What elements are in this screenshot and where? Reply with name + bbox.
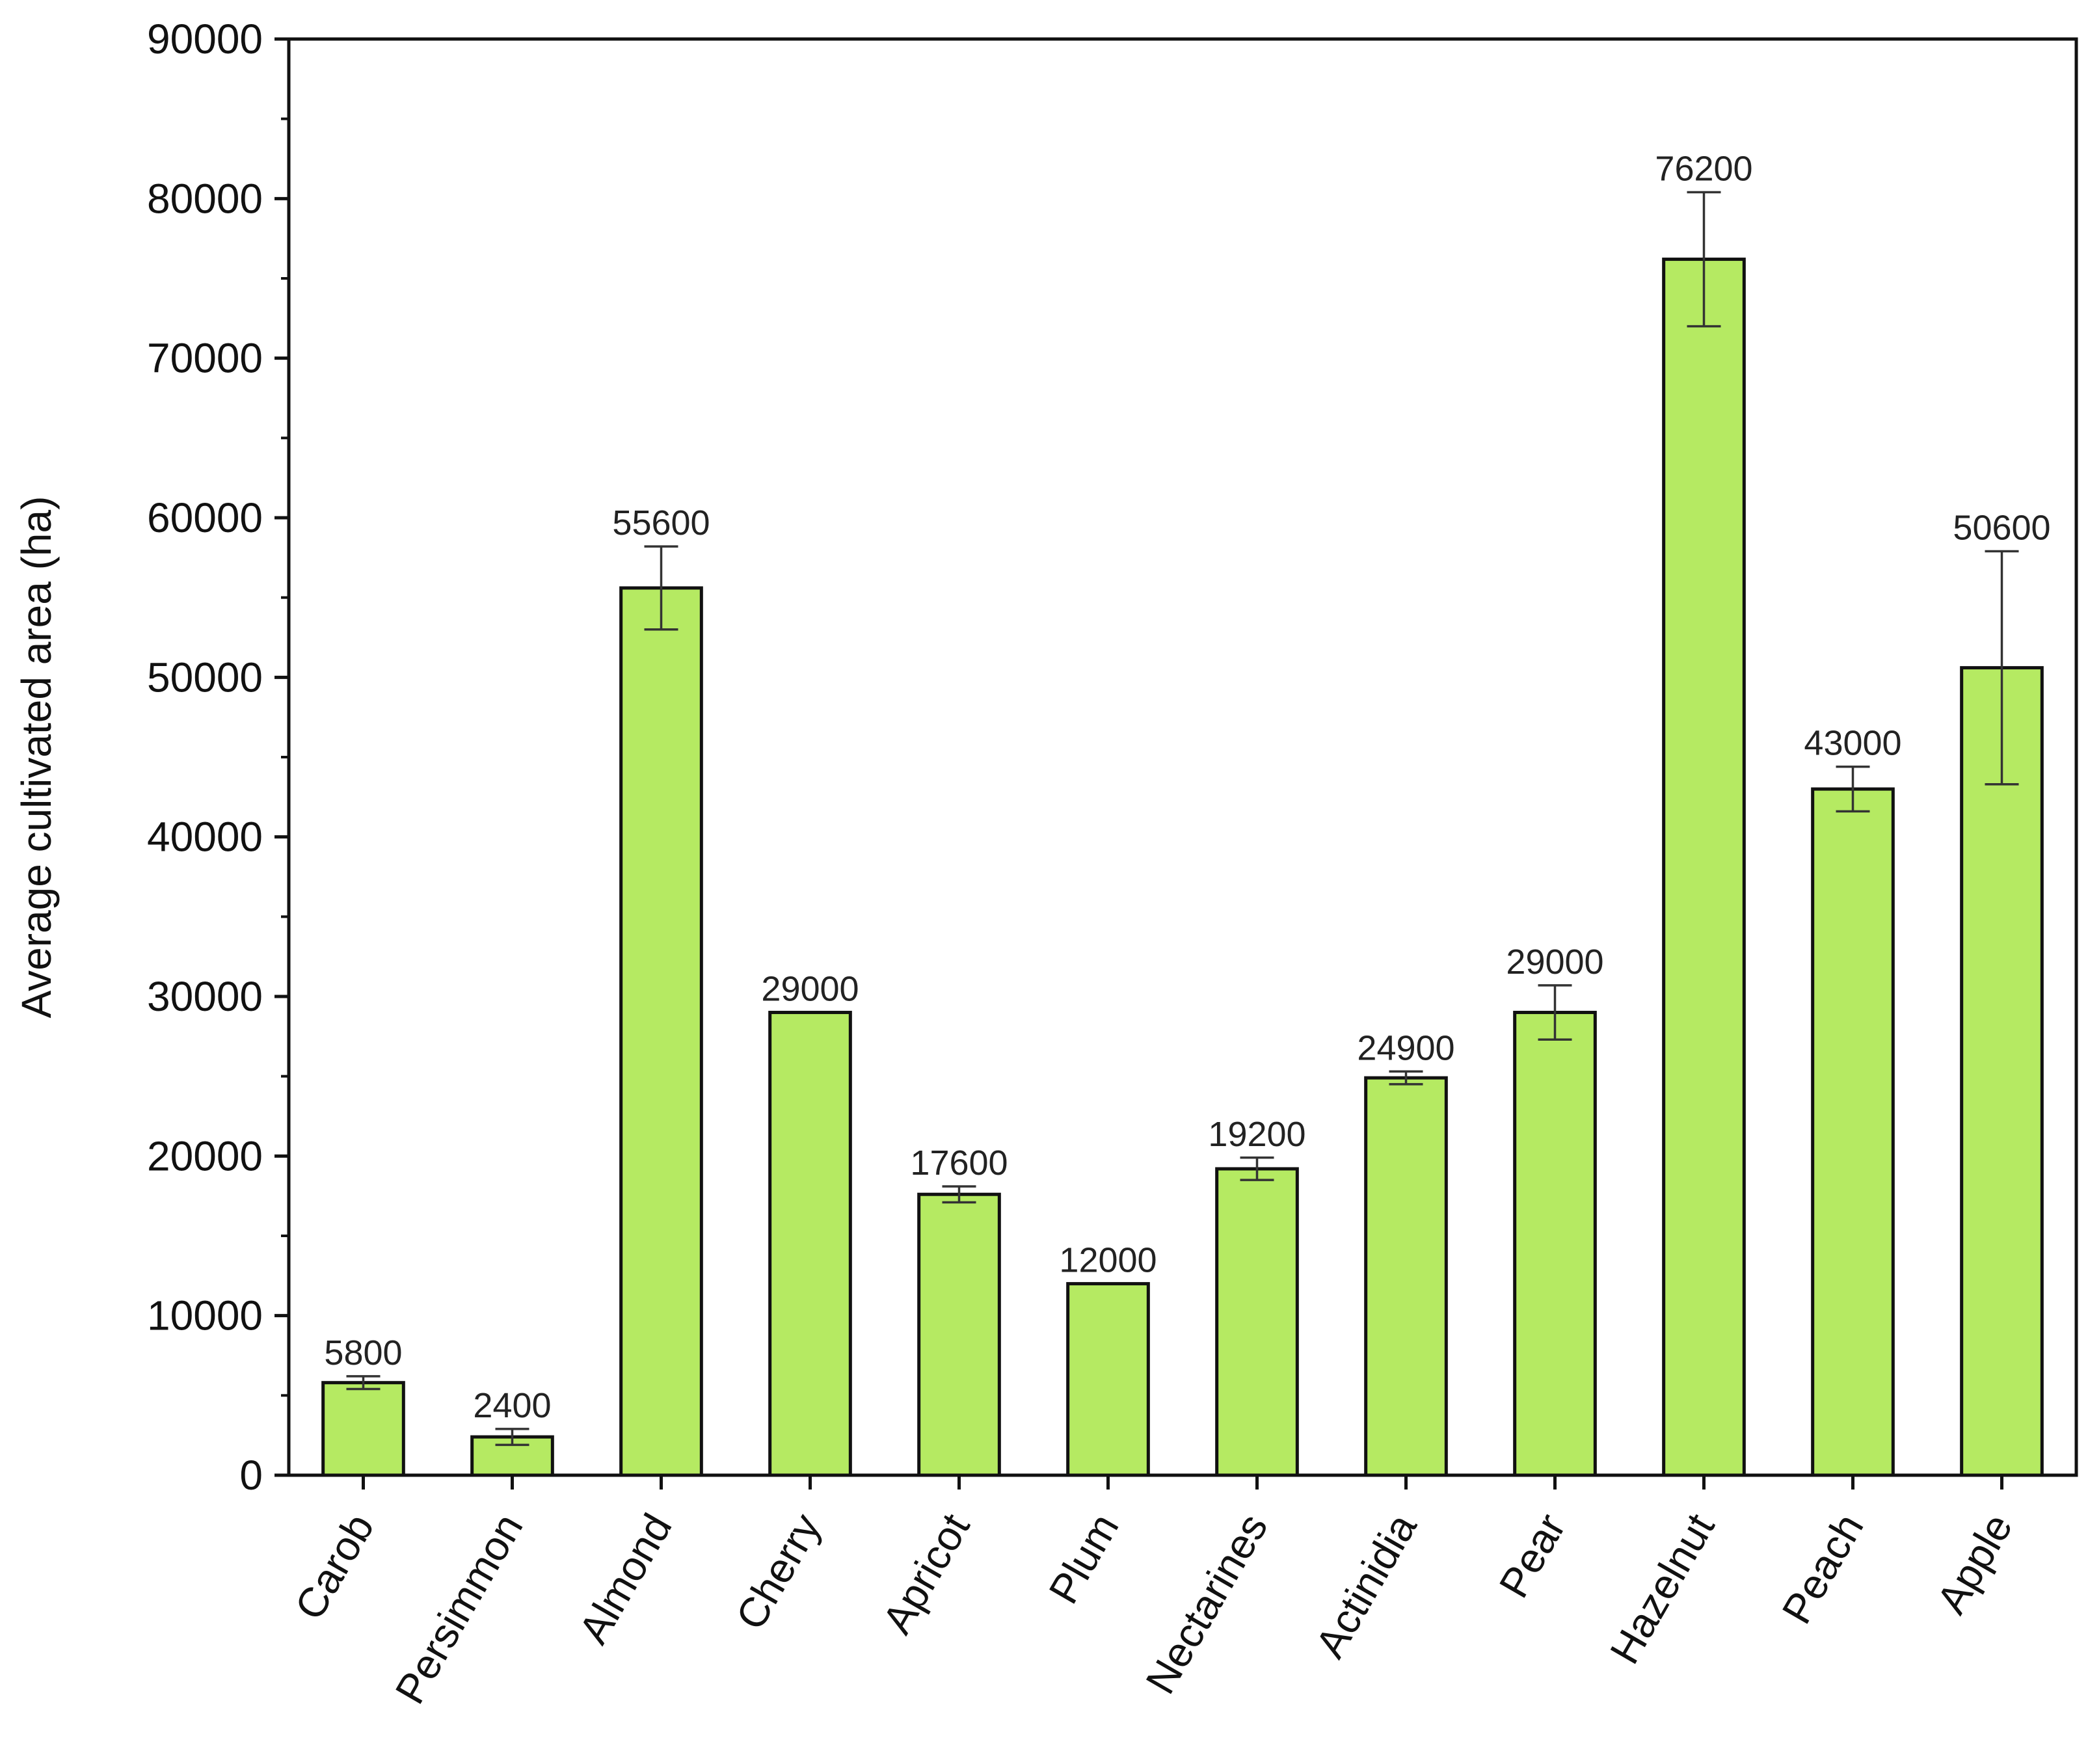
bar-apple bbox=[1960, 666, 2044, 1477]
value-label-nectarines: 19200 bbox=[1208, 1115, 1305, 1154]
value-label-apple: 50600 bbox=[1953, 509, 2050, 548]
value-label-carob: 5800 bbox=[324, 1333, 402, 1372]
y-tick-label: 90000 bbox=[147, 16, 263, 62]
y-tick-label: 80000 bbox=[147, 175, 263, 222]
x-tick-label-almond: Almond bbox=[570, 1506, 681, 1651]
value-label-peach: 43000 bbox=[1804, 724, 1901, 763]
value-label-cherry: 29000 bbox=[761, 970, 859, 1009]
bar-nectarines bbox=[1215, 1167, 1299, 1477]
error-bars-layer bbox=[346, 191, 2019, 1447]
x-tick-label-persimmon: Persimmon bbox=[386, 1506, 531, 1711]
value-label-hazelnut: 76200 bbox=[1655, 150, 1752, 189]
bars-layer bbox=[321, 258, 2044, 1477]
x-tick-label-hazelnut: Hazelnut bbox=[1601, 1506, 1724, 1672]
y-tick-label: 20000 bbox=[147, 1132, 263, 1179]
x-tick-label-nectarines: Nectarines bbox=[1136, 1506, 1276, 1702]
x-tick-label-apple: Apple bbox=[1927, 1506, 2021, 1622]
bar-almond bbox=[619, 586, 703, 1477]
bar-peach bbox=[1811, 787, 1895, 1477]
y-tick-label: 50000 bbox=[147, 654, 263, 701]
x-tick-label-apricot: Apricot bbox=[874, 1506, 979, 1642]
bar-hazelnut bbox=[1662, 258, 1746, 1477]
value-label-almond: 55600 bbox=[612, 503, 710, 542]
bar-cherry bbox=[768, 1011, 852, 1477]
bar-plum bbox=[1066, 1282, 1150, 1477]
value-label-pear: 29000 bbox=[1506, 942, 1603, 982]
y-tick-label: 30000 bbox=[147, 973, 263, 1020]
y-tick-label: 0 bbox=[239, 1452, 263, 1499]
value-label-plum: 12000 bbox=[1059, 1241, 1157, 1280]
y-axis-title: Average cultivated area (ha) bbox=[13, 496, 60, 1019]
x-tick-label-pear: Pear bbox=[1490, 1506, 1575, 1605]
y-tick-label: 10000 bbox=[147, 1292, 263, 1339]
y-tick-label: 40000 bbox=[147, 814, 263, 861]
x-tick-label-plum: Plum bbox=[1039, 1506, 1127, 1611]
x-tick-label-peach: Peach bbox=[1773, 1506, 1873, 1631]
x-axis: Carob Persimmon Almond Cherry Apricot Plum Nec… bbox=[286, 1475, 2022, 1711]
value-label-persimmon: 2400 bbox=[473, 1386, 551, 1425]
bar-actinidia bbox=[1364, 1076, 1448, 1477]
bar-apricot bbox=[917, 1192, 1001, 1477]
bar-carob bbox=[321, 1381, 405, 1477]
bar-pear bbox=[1513, 1011, 1597, 1477]
x-tick-label-carob: Carob bbox=[286, 1506, 383, 1627]
x-tick-label-actinidia: Actinidia bbox=[1306, 1506, 1426, 1666]
y-axis: 0 10000 20000 30000 40000 50000 60000 70000 8000… bbox=[147, 16, 289, 1499]
value-label-actinidia: 24900 bbox=[1357, 1028, 1454, 1067]
value-labels-layer: 5800 2400 55600 29000 17600 12000 19200 24900 29… bbox=[324, 150, 2050, 1425]
y-tick-label: 70000 bbox=[147, 335, 263, 382]
value-label-apricot: 17600 bbox=[910, 1143, 1008, 1183]
y-tick-label: 60000 bbox=[147, 494, 263, 541]
x-tick-label-cherry: Cherry bbox=[727, 1506, 829, 1637]
